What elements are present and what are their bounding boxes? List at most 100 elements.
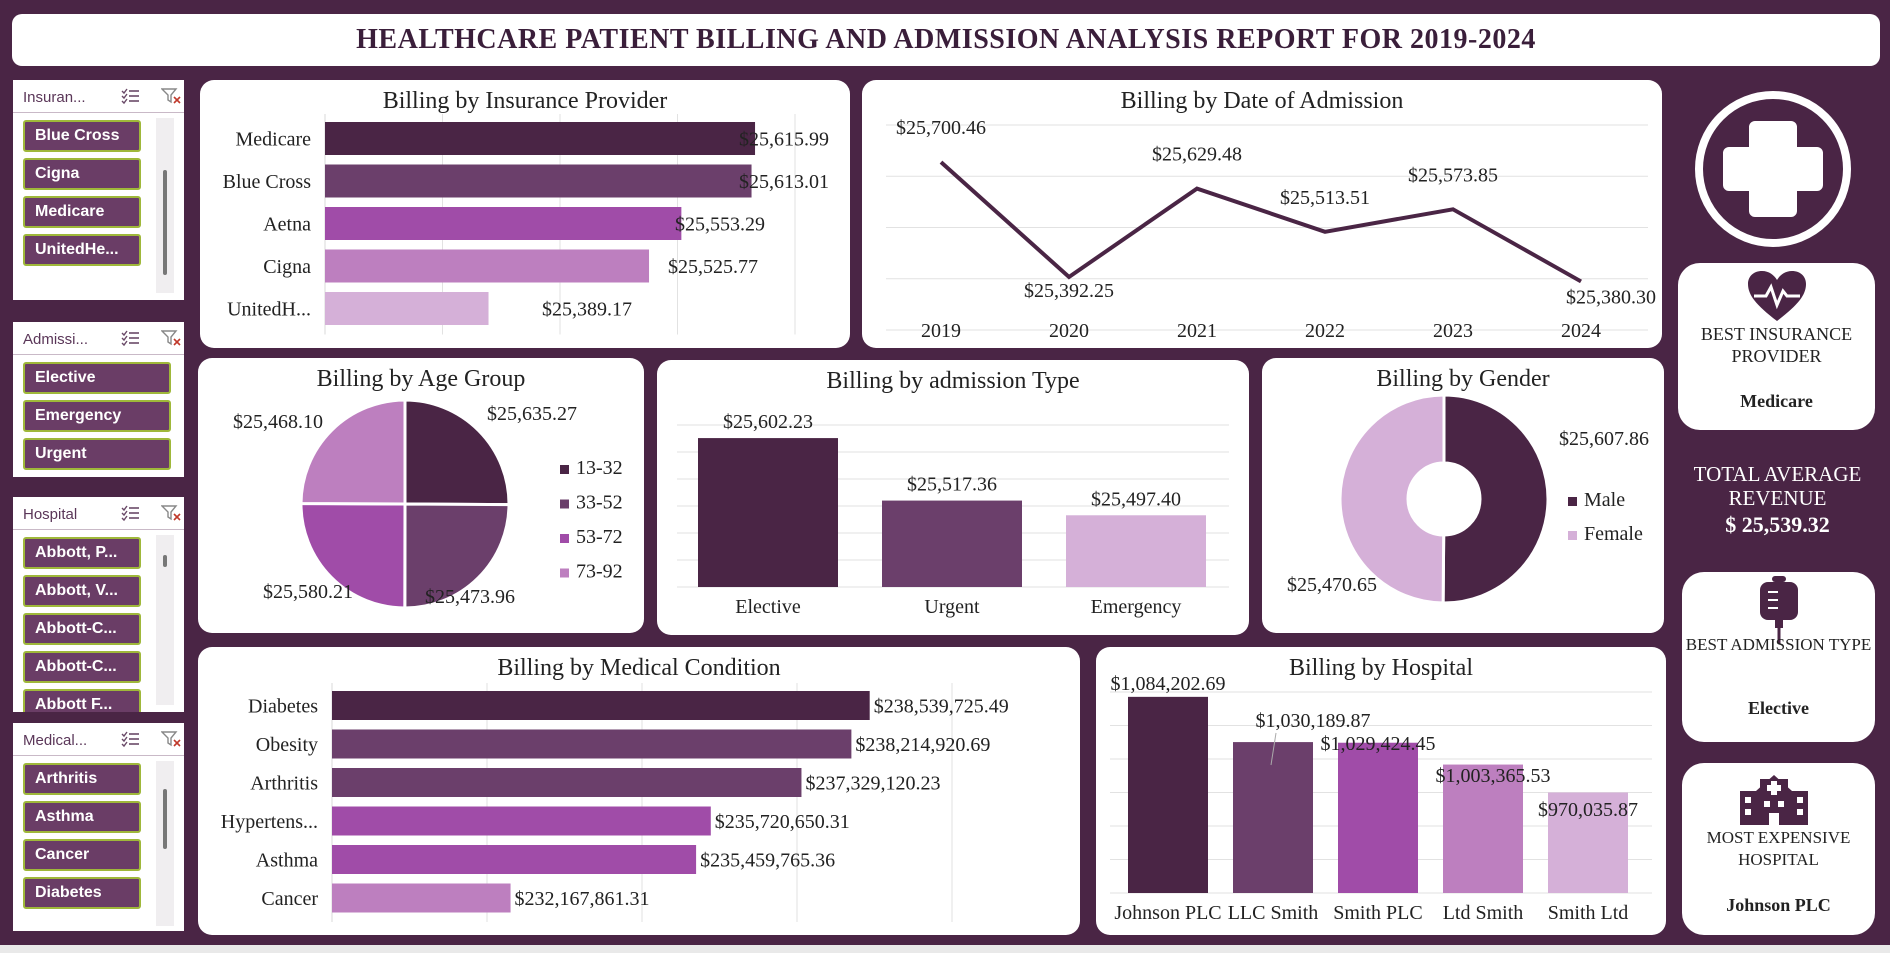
iv-bag-icon <box>1754 576 1804 644</box>
category-label: Asthma <box>256 850 318 872</box>
legend-label: 73-92 <box>576 561 623 583</box>
chart-card-age: Billing by Age Group $25,635.27 13-32 $25,… <box>198 358 644 633</box>
slicer-item[interactable]: Blue Cross <box>23 120 141 152</box>
slicer-item[interactable]: Abbott, P... <box>23 537 141 569</box>
kpi-best-insurance: BEST INSURANCE PROVIDER Medicare <box>1678 263 1875 430</box>
chart-title: Billing by Insurance Provider <box>382 88 668 114</box>
slicer-item[interactable]: UnitedHe... <box>23 234 141 266</box>
slicer-item[interactable]: Medicare <box>23 196 141 228</box>
multi-select-icon[interactable] <box>121 87 141 105</box>
data-label: $25,573.85 <box>1408 164 1498 186</box>
data-label: $235,720,650.31 <box>715 811 850 833</box>
bar <box>1548 792 1628 893</box>
multi-select-icon[interactable] <box>121 730 141 748</box>
data-label: $25,580.21 <box>263 581 353 603</box>
category-label: Elective <box>735 596 801 618</box>
slicer-item[interactable]: Urgent <box>23 438 171 470</box>
data-label: $25,517.36 <box>907 474 997 496</box>
scrollbar-thumb[interactable] <box>163 170 167 275</box>
data-label: $25,473.96 <box>425 586 515 608</box>
slicer-scrollbar[interactable] <box>156 535 174 705</box>
slicer-item[interactable]: Cigna <box>23 158 141 190</box>
data-label: $237,329,120.23 <box>805 773 940 795</box>
data-label: $25,635.27 <box>487 403 577 425</box>
data-label: $25,613.01 <box>739 171 829 193</box>
category-label: Cancer <box>261 888 318 910</box>
slicer-item[interactable]: Diabetes <box>23 877 141 909</box>
x-tick-label: 2024 <box>1561 320 1601 342</box>
data-label: $25,553.29 <box>675 214 765 236</box>
x-tick-label: 2021 <box>1177 320 1217 342</box>
slicer-item[interactable]: Elective <box>23 362 171 394</box>
category-label: Arthritis <box>250 773 318 795</box>
scrollbar-thumb[interactable] <box>163 555 167 567</box>
insurance-bar-chart: Medicare $25,615.99 Blue Cross $25,613.01 Ae… <box>223 114 829 335</box>
category-label: Urgent <box>924 596 980 618</box>
kpi-value: Johnson PLC <box>1726 895 1831 915</box>
slicer-scrollbar[interactable] <box>156 761 174 926</box>
slicer-items: Abbott, P... Abbott, V... Abbott-C... Ab… <box>23 537 168 712</box>
category-label: UnitedH... <box>227 299 311 321</box>
slicer-item[interactable]: Arthritis <box>23 763 141 795</box>
bar <box>325 164 752 198</box>
x-tick-label: 2020 <box>1049 320 1089 342</box>
data-label: $238,214,920.69 <box>855 734 990 756</box>
kpi-label: BEST INSURANCE PROVIDER <box>1700 324 1853 366</box>
chart-card-insurance: Billing by Insurance Provider Medicare $2… <box>200 80 850 348</box>
pie-slice <box>1338 393 1446 605</box>
pie-slice <box>299 398 407 506</box>
medical-bar-chart: Diabetes $238,539,725.49 Obesity $238,214,9… <box>221 683 1009 922</box>
slicer-item[interactable]: Abbott, V... <box>23 575 141 607</box>
chart-title: Billing by Date of Admission <box>1120 88 1404 114</box>
slicer-item[interactable]: Abbott F... <box>23 689 141 712</box>
data-label: $25,629.48 <box>1152 144 1242 166</box>
bar <box>1443 764 1523 893</box>
hospital-icon <box>1738 771 1810 825</box>
slicer-scrollbar[interactable] <box>156 118 174 293</box>
data-label: $25,513.51 <box>1280 187 1370 209</box>
kpi-value: Medicare <box>1740 391 1813 411</box>
multi-select-icon[interactable] <box>121 504 141 522</box>
slicer-admission-type: Admissi... Elective Emergency Urgent <box>13 322 184 477</box>
data-label: $235,459,765.36 <box>700 850 835 872</box>
data-label: $1,029,424.45 <box>1321 733 1436 755</box>
pie-slice <box>403 502 511 610</box>
kpi-best-admission: BEST ADMISSION TYPE Elective <box>1682 572 1875 742</box>
legend-label: 33-52 <box>576 492 623 514</box>
chart-title: Billing by Age Group <box>316 366 526 392</box>
slicer-hospital: Hospital Abbott, P... Abbott, V... Abbot… <box>13 497 184 712</box>
category-label: Medicare <box>235 129 311 151</box>
total-revenue-label: TOTAL AVERAGE REVENUE <box>1693 462 1862 510</box>
clear-filter-icon[interactable] <box>160 329 181 347</box>
data-label: $25,468.10 <box>233 411 323 433</box>
bar <box>698 438 838 587</box>
bar <box>1338 742 1418 893</box>
data-label: $1,030,189.87 <box>1256 710 1371 732</box>
clear-filter-icon[interactable] <box>160 504 181 522</box>
data-label: $25,470.65 <box>1287 574 1377 596</box>
series-line <box>939 160 1582 284</box>
slicer-item[interactable]: Cancer <box>23 839 141 871</box>
chart-title: Billing by Gender <box>1376 366 1550 392</box>
bar <box>325 207 682 240</box>
multi-select-icon[interactable] <box>121 329 141 347</box>
bar <box>332 729 852 759</box>
chart-card-hospital: Billing by Hospital $1,084,202.69 Johnson… <box>1096 647 1666 935</box>
slicer-item[interactable]: Asthma <box>23 801 141 833</box>
slicer-item[interactable]: Abbott-C... <box>23 651 141 683</box>
clear-filter-icon[interactable] <box>160 730 181 748</box>
slicer-item[interactable]: Abbott-C... <box>23 613 141 645</box>
data-label: $25,615.99 <box>739 129 829 151</box>
kpi-most-expensive-hospital: MOST EXPENSIVE HOSPITAL Johnson PLC <box>1682 763 1875 935</box>
category-label: Obesity <box>256 734 318 756</box>
data-label: $25,389.17 <box>542 299 632 321</box>
pie-slice <box>1441 393 1550 605</box>
bar <box>1128 696 1208 893</box>
kpi-value: Elective <box>1748 698 1809 718</box>
bar <box>1066 515 1206 587</box>
slicer-item[interactable]: Emergency <box>23 400 171 432</box>
scrollbar-thumb[interactable] <box>163 789 167 849</box>
clear-filter-icon[interactable] <box>160 87 181 105</box>
category-label: Smith Ltd <box>1548 902 1629 924</box>
medical-cross-icon <box>1693 89 1853 249</box>
